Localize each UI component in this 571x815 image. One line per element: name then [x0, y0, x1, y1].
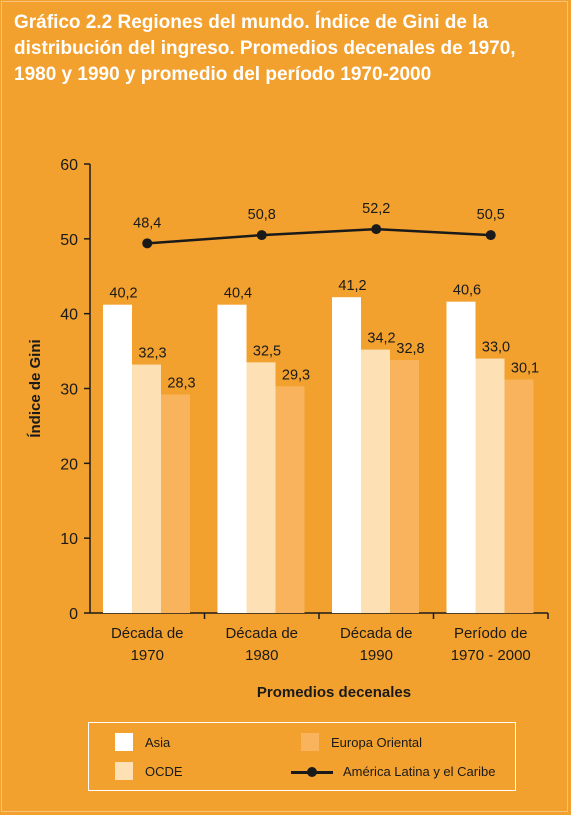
y-tick-label: 0: [69, 606, 78, 623]
legend-label-latam: América Latina y el Caribe: [343, 764, 496, 779]
bar-asia: [446, 301, 476, 613]
y-tick-label: 50: [60, 232, 78, 249]
latam-value-label: 50,5: [477, 207, 505, 223]
bar-value-label: 40,2: [109, 286, 137, 302]
title-line: distribución del ingreso. Promedios dece…: [14, 38, 516, 59]
bar-asia: [217, 304, 247, 613]
y-tick-label: 40: [60, 307, 78, 324]
latam-value-label: 48,4: [133, 215, 161, 231]
bar-europa-oriental: [390, 360, 419, 613]
y-tick-label: 60: [60, 157, 78, 174]
bar-europa-oriental: [161, 394, 190, 613]
bar-ocde: [246, 362, 276, 613]
y-tick-label: 30: [60, 382, 78, 399]
bar-value-label: 34,2: [367, 331, 395, 347]
bar-value-label: 33,0: [482, 340, 510, 356]
legend-item-ocde: OCDE: [115, 762, 183, 780]
legend: Asia OCDE Europa Oriental América Latina…: [88, 722, 516, 791]
bar-asia: [103, 304, 132, 613]
y-axis-title: Índice de Gini: [27, 339, 44, 437]
bar-asia: [332, 297, 361, 613]
legend-swatch-europa: [301, 733, 319, 751]
latam-line: [147, 227, 491, 245]
title-line: 1980 y 1990 y promedio del período 1970-…: [14, 64, 432, 85]
x-category-label: 1990: [360, 647, 393, 664]
y-tick-label: 10: [60, 531, 78, 548]
bar-value-label: 32,5: [253, 343, 281, 359]
bar-value-label: 41,2: [338, 278, 366, 294]
bar-europa-oriental: [275, 386, 305, 613]
x-category-label: Década de: [340, 625, 413, 642]
gini-chart: 0 10 20 30 40 50 60 Índice de Gini Década de 1970…: [27, 157, 549, 701]
x-category-label: Período de: [454, 625, 527, 642]
x-category-label: Década de: [111, 625, 184, 642]
bar-value-label: 32,8: [396, 341, 424, 357]
title-line: Gráfico 2.2 Regiones del mundo. Índice d…: [14, 12, 489, 33]
legend-label-ocde: OCDE: [145, 763, 183, 779]
legend-swatch-ocde: [115, 762, 133, 780]
bar-value-label: 40,6: [453, 283, 481, 299]
bar-value-label: 40,4: [224, 286, 252, 302]
x-axis-title: Promedios decenales: [257, 684, 411, 701]
y-tick-label: 20: [60, 456, 78, 473]
latam-value-label: 50,8: [248, 207, 276, 223]
bar-ocde: [132, 364, 161, 613]
x-category-label: Década de: [225, 625, 298, 642]
latam-point: [485, 230, 496, 241]
bar-value-label: 32,3: [138, 346, 166, 362]
legend-label-europa: Europa Oriental: [331, 734, 423, 750]
latam-value-label: 52,2: [362, 201, 390, 217]
legend-swatch-latam: [291, 766, 333, 778]
bar-value-label: 29,3: [282, 367, 310, 383]
legend-swatch-asia: [115, 733, 133, 751]
bar-ocde: [475, 358, 505, 613]
x-category-label: 1970 - 2000: [451, 647, 531, 664]
latam-point: [371, 224, 382, 235]
latam-point: [256, 230, 267, 241]
bar-value-label: 28,3: [167, 375, 195, 391]
x-category-label: 1980: [245, 647, 278, 664]
latam-point: [142, 238, 153, 249]
bar-ocde: [361, 349, 390, 613]
chart-title: Gráfico 2.2 Regiones del mundo. Índice d…: [14, 10, 559, 88]
legend-label-asia: Asia: [145, 734, 171, 750]
bar-value-label: 30,1: [511, 361, 539, 377]
x-category-label: 1970: [131, 647, 164, 664]
bar-europa-oriental: [504, 379, 534, 613]
legend-item-latam: América Latina y el Caribe: [291, 764, 495, 779]
legend-item-asia: Asia: [115, 733, 170, 751]
legend-item-europa: Europa Oriental: [301, 733, 422, 751]
